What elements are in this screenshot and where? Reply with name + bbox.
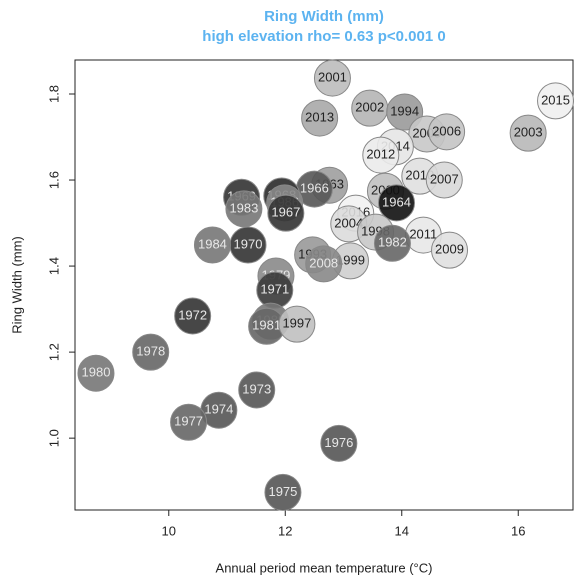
point-label: 1997 [282, 316, 311, 331]
point-label: 2012 [366, 147, 395, 162]
point-label: 2004 [334, 215, 363, 230]
point-label: 1984 [198, 236, 227, 251]
point-label: 2003 [514, 125, 543, 140]
point-label: 1976 [324, 435, 353, 450]
y-tick-label: 1.2 [46, 343, 61, 361]
point [301, 99, 339, 137]
point-label: 2013 [305, 110, 334, 125]
point-label: 1973 [242, 381, 271, 396]
point [267, 194, 305, 232]
point [373, 224, 411, 262]
point [378, 184, 416, 222]
point-label: 1999 [336, 252, 365, 267]
point-label: 1980 [82, 365, 111, 380]
point-label: 2006 [432, 123, 461, 138]
plot-frame [74, 59, 574, 511]
point [278, 305, 316, 343]
y-axis-label: Ring Width (mm) [9, 236, 24, 334]
point [425, 161, 463, 199]
point-label: 1978 [136, 344, 165, 359]
point-label: 1972 [178, 307, 207, 322]
point-label: 1971 [260, 282, 289, 297]
point [170, 403, 208, 441]
point-label: 1982 [378, 235, 407, 250]
point-label: 2008 [309, 255, 338, 270]
point [428, 113, 466, 151]
y-tick-label: 1.0 [46, 429, 61, 447]
point-label: 1964 [382, 194, 411, 209]
point-label: 2002 [355, 100, 384, 115]
point-label: 2007 [430, 171, 459, 186]
point-label: 2009 [435, 242, 464, 257]
chart-title: Ring Width (mm) [264, 8, 384, 25]
y-tick-label: 1.8 [46, 85, 61, 103]
point [264, 473, 302, 511]
x-tick-label: 10 [162, 523, 176, 538]
x-tick-label: 12 [278, 523, 292, 538]
point-label: 2015 [541, 92, 570, 107]
point-label: 1981 [252, 318, 281, 333]
point-label: 1966 [300, 181, 329, 196]
point-label: 2001 [318, 70, 347, 85]
point-label: 1975 [268, 484, 297, 499]
point-label: 1994 [390, 103, 419, 118]
point-label: 1977 [174, 414, 203, 429]
y-tick-label: 1.4 [46, 257, 61, 275]
point [313, 59, 351, 97]
point-label: 1967 [271, 205, 300, 220]
point [305, 245, 343, 283]
point [132, 333, 170, 371]
point [509, 114, 547, 152]
x-tick-label: 14 [395, 523, 409, 538]
y-tick-label: 1.6 [46, 171, 61, 189]
point [174, 297, 212, 335]
x-tick-label: 16 [511, 523, 525, 538]
point [225, 190, 263, 228]
point [193, 226, 231, 264]
point [77, 354, 115, 392]
x-axis-label: Annual period mean temperature (°C) [216, 560, 433, 575]
point-label: 1970 [234, 236, 263, 251]
chart-subtitle: high elevation rho= 0.63 p<0.001 0 [202, 28, 445, 45]
point-label: 2011 [409, 227, 437, 242]
point [362, 136, 400, 174]
point-label: 1974 [204, 402, 233, 417]
point [238, 371, 276, 409]
point [431, 231, 469, 269]
point-label: 1983 [229, 200, 258, 215]
point [320, 424, 358, 462]
